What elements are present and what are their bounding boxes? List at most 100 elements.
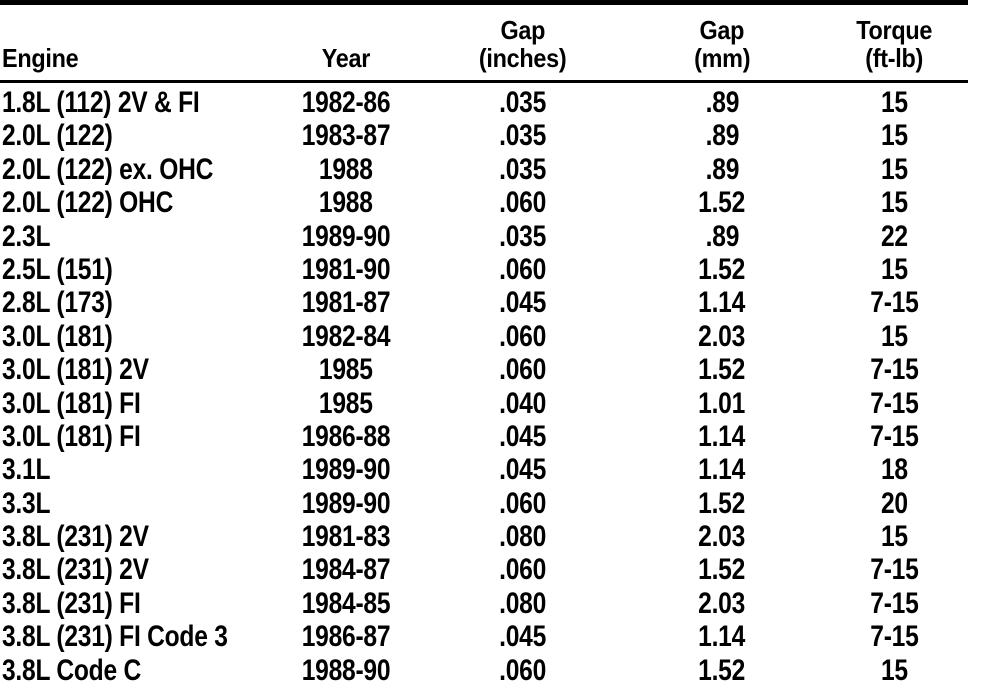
- year-value: 1981-90: [301, 252, 391, 286]
- gap-inches-value: .035: [499, 219, 547, 253]
- gap-mm-cell: .89: [624, 119, 820, 152]
- year-value: 1989-90: [301, 453, 391, 487]
- gap-mm-value: 1.52: [698, 653, 746, 687]
- gap-mm-value: 1.01: [698, 386, 746, 420]
- gap-inches-cell: .060: [422, 654, 624, 687]
- gap-inches-cell: .060: [422, 553, 624, 586]
- column-header-gap-mm: Gap (mm): [624, 16, 820, 72]
- table-row: 2.8L (173) 1981-87 .045 1.14 7-15: [0, 286, 968, 319]
- torque-cell: 15: [820, 86, 968, 119]
- gap-mm-cell: 2.03: [624, 520, 820, 553]
- table-header-row: Engine Year Gap (inches) Gap (mm) Torque…: [0, 5, 968, 80]
- gap-mm-value: 1.14: [698, 620, 746, 654]
- column-header-year-label: Year: [321, 43, 371, 73]
- engine-cell: 1.8L (112) 2V & FI: [0, 86, 270, 119]
- column-header-gap-inches-line2: (inches): [422, 44, 624, 72]
- table-row: 1.8L (112) 2V & FI 1982-86 .035 .89 15: [0, 86, 968, 119]
- torque-cell: 7-15: [820, 353, 968, 386]
- gap-inches-value: .060: [499, 319, 547, 353]
- gap-mm-value: 1.14: [698, 419, 746, 453]
- year-cell: 1981-90: [270, 253, 422, 286]
- gap-mm-value: 1.52: [698, 252, 746, 286]
- engine-value: 2.3L: [2, 219, 51, 253]
- torque-value: 15: [880, 252, 908, 286]
- year-cell: 1984-87: [270, 553, 422, 586]
- table-row: 3.1L 1989-90 .045 1.14 18: [0, 453, 968, 486]
- gap-inches-cell: .045: [422, 286, 624, 319]
- gap-inches-cell: .045: [422, 420, 624, 453]
- engine-cell: 2.5L (151): [0, 253, 270, 286]
- gap-mm-value: .89: [705, 219, 739, 253]
- year-value: 1981-83: [301, 520, 391, 554]
- year-value: 1986-87: [301, 620, 391, 654]
- year-value: 1989-90: [301, 486, 391, 520]
- spark-plug-spec-table: Engine Year Gap (inches) Gap (mm) Torque…: [0, 0, 968, 687]
- engine-value: 3.8L (231) FI Code 3: [2, 620, 228, 654]
- gap-mm-value: 1.14: [698, 286, 746, 320]
- torque-cell: 15: [820, 119, 968, 152]
- gap-inches-label-bottom: (inches): [479, 43, 567, 73]
- engine-value: 2.8L (173): [2, 286, 113, 320]
- torque-value: 7-15: [869, 553, 919, 587]
- torque-value: 7-15: [869, 419, 919, 453]
- gap-inches-value: .040: [499, 386, 547, 420]
- gap-inches-cell: .045: [422, 453, 624, 486]
- table-row: 2.5L (151) 1981-90 .060 1.52 15: [0, 253, 968, 286]
- year-cell: 1981-83: [270, 520, 422, 553]
- torque-cell: 7-15: [820, 286, 968, 319]
- year-cell: 1981-87: [270, 286, 422, 319]
- column-header-torque-line2: (ft-lb): [820, 44, 968, 72]
- gap-inches-cell: .060: [422, 320, 624, 353]
- table-row: 3.8L (231) FI 1984-85 .080 2.03 7-15: [0, 587, 968, 620]
- engine-cell: 2.8L (173): [0, 286, 270, 319]
- year-value: 1981-87: [301, 286, 391, 320]
- gap-mm-value: 1.52: [698, 186, 746, 220]
- gap-inches-value: .060: [499, 553, 547, 587]
- year-cell: 1985: [270, 353, 422, 386]
- table-row: 3.0L (181) FI 1986-88 .045 1.14 7-15: [0, 420, 968, 453]
- table-body: 1.8L (112) 2V & FI 1982-86 .035 .89 15 2…: [0, 83, 968, 687]
- column-header-engine: Engine: [0, 44, 270, 72]
- year-cell: 1989-90: [270, 487, 422, 520]
- torque-value: 15: [880, 520, 908, 554]
- engine-cell: 3.8L (231) FI Code 3: [0, 620, 270, 653]
- torque-value: 20: [880, 486, 908, 520]
- year-value: 1982-86: [301, 86, 391, 119]
- torque-value: 22: [880, 219, 908, 253]
- engine-value: 1.8L (112) 2V & FI: [2, 86, 200, 119]
- torque-value: 18: [880, 453, 908, 487]
- year-value: 1983-87: [301, 119, 391, 153]
- engine-value: 2.0L (122): [2, 119, 113, 153]
- torque-cell: 15: [820, 320, 968, 353]
- gap-mm-value: 2.03: [698, 319, 746, 353]
- gap-mm-value: 2.03: [698, 586, 746, 620]
- torque-cell: 18: [820, 453, 968, 486]
- gap-inches-cell: .080: [422, 587, 624, 620]
- torque-cell: 15: [820, 520, 968, 553]
- engine-cell: 3.8L (231) FI: [0, 587, 270, 620]
- torque-value: 7-15: [869, 386, 919, 420]
- gap-mm-value: .89: [705, 86, 739, 119]
- torque-label-bottom: (ft-lb): [865, 43, 923, 73]
- gap-inches-cell: .060: [422, 253, 624, 286]
- torque-value: 15: [880, 152, 908, 186]
- engine-cell: 2.0L (122): [0, 119, 270, 152]
- engine-value: 2.0L (122) ex. OHC: [2, 152, 214, 186]
- gap-mm-label-bottom: (mm): [693, 43, 751, 73]
- engine-value: 2.0L (122) OHC: [2, 186, 174, 220]
- table-row: 3.8L (231) 2V 1981-83 .080 2.03 15: [0, 520, 968, 553]
- gap-inches-cell: .035: [422, 119, 624, 152]
- table-row: 2.3L 1989-90 .035 .89 22: [0, 220, 968, 253]
- engine-value: 3.0L (181) 2V: [2, 353, 149, 387]
- torque-cell: 20: [820, 487, 968, 520]
- torque-value: 7-15: [869, 353, 919, 387]
- table-row: 3.0L (181) 1982-84 .060 2.03 15: [0, 320, 968, 353]
- gap-mm-value: 1.52: [698, 353, 746, 387]
- gap-mm-cell: 1.52: [624, 353, 820, 386]
- year-cell: 1982-86: [270, 86, 422, 119]
- torque-value: 15: [880, 319, 908, 353]
- gap-inches-cell: .060: [422, 186, 624, 219]
- gap-mm-value: 1.14: [698, 453, 746, 487]
- gap-mm-cell: 1.14: [624, 286, 820, 319]
- engine-value: 2.5L (151): [2, 252, 113, 286]
